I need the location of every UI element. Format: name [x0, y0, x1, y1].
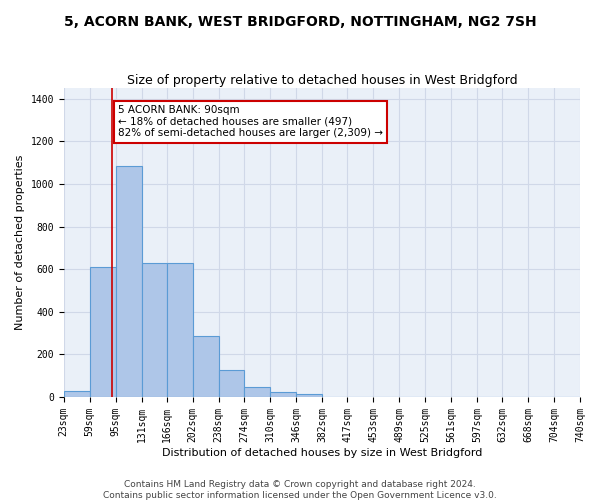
Text: Contains HM Land Registry data © Crown copyright and database right 2024.
Contai: Contains HM Land Registry data © Crown c… — [103, 480, 497, 500]
Bar — [296, 394, 322, 397]
Bar — [89, 267, 116, 397]
X-axis label: Distribution of detached houses by size in West Bridgford: Distribution of detached houses by size … — [162, 448, 482, 458]
Bar — [167, 263, 193, 397]
Text: 5, ACORN BANK, WEST BRIDGFORD, NOTTINGHAM, NG2 7SH: 5, ACORN BANK, WEST BRIDGFORD, NOTTINGHA… — [64, 15, 536, 29]
Bar — [142, 263, 167, 397]
Title: Size of property relative to detached houses in West Bridgford: Size of property relative to detached ho… — [127, 74, 517, 87]
Bar — [193, 336, 218, 397]
Bar — [218, 370, 244, 397]
Bar — [244, 388, 271, 397]
Y-axis label: Number of detached properties: Number of detached properties — [15, 155, 25, 330]
Text: 5 ACORN BANK: 90sqm
← 18% of detached houses are smaller (497)
82% of semi-detac: 5 ACORN BANK: 90sqm ← 18% of detached ho… — [118, 105, 383, 138]
Bar — [116, 166, 142, 397]
Bar — [271, 392, 296, 397]
Bar — [64, 390, 89, 397]
